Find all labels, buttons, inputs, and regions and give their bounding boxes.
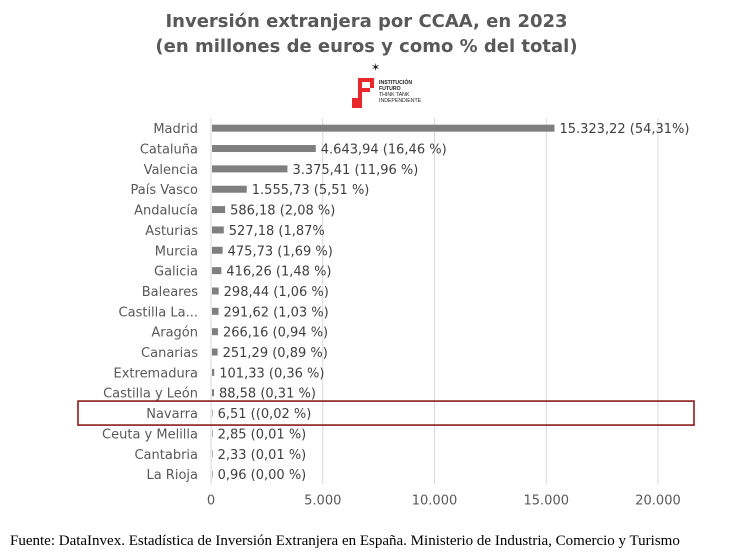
bar <box>212 307 219 315</box>
x-tick-label: 20.000 <box>635 493 681 508</box>
logo-line-2: FUTURO <box>379 86 401 92</box>
data-label: 6,51 ((0,02 %) <box>218 407 312 422</box>
category-label: Cantabria <box>134 448 198 463</box>
bar <box>212 246 223 254</box>
bar <box>212 287 219 295</box>
category-label: Canarias <box>141 346 198 361</box>
category-label: Baleares <box>142 285 199 300</box>
category-label: Valencia <box>144 163 198 178</box>
data-label: 88,58 (0,31 %) <box>219 387 316 402</box>
bar <box>212 368 215 376</box>
bar <box>212 226 224 234</box>
category-label: Galicia <box>154 265 198 280</box>
category-label: La Rioja <box>146 468 198 483</box>
source-note: Fuente: DataInvex. Estadística de Invers… <box>10 533 680 549</box>
bar <box>212 409 213 417</box>
bar <box>212 165 288 173</box>
bar <box>212 124 555 132</box>
data-label: 416,26 (1,48 %) <box>226 265 331 280</box>
data-label: 266,16 (0,94 %) <box>223 326 328 341</box>
logo-text: INSTITUCIÓN FUTURO THINK TANK INDEPENDIE… <box>379 80 421 104</box>
bar-chart: 0 5.000 10.000 15.000 20.000 Madrid 15.323,22 … <box>77 118 695 508</box>
x-tick-label: 0 <box>207 493 215 508</box>
category-label: Aragón <box>151 326 198 341</box>
logo-line-3: THINK TANK <box>379 92 410 98</box>
bar <box>212 185 247 193</box>
bar <box>212 450 213 458</box>
data-label: 101,33 (0,36 %) <box>219 366 324 381</box>
logo-line-4: INDEPENDIENTE <box>379 98 422 104</box>
data-label: 0,96 (0,00 %) <box>218 468 307 483</box>
x-tick-label: 15.000 <box>524 493 570 508</box>
x-tick-label: 10.000 <box>412 493 458 508</box>
bar <box>212 206 226 214</box>
category-label: Navarra <box>146 407 198 422</box>
logo-line-1: INSTITUCIÓN <box>379 80 413 86</box>
category-label: Castilla La... <box>119 305 198 320</box>
category-label: Castilla y León <box>103 387 198 402</box>
category-label: Murcia <box>155 244 198 259</box>
data-label: 527,18 (1,87% <box>229 224 325 239</box>
bar <box>212 145 316 153</box>
chart-title: Inversión extranjera por CCAA, en 2023 <box>165 11 568 32</box>
star-icon: ✶ <box>371 61 381 74</box>
data-label: 251,29 (0,89 %) <box>223 346 328 361</box>
bar <box>212 429 213 437</box>
bar <box>212 389 214 397</box>
highlight-box <box>77 400 695 426</box>
data-label: 298,44 (1,06 %) <box>224 285 329 300</box>
data-label: 475,73 (1,69 %) <box>228 244 333 259</box>
data-label: 15.323,22 (54,31%) <box>559 122 689 137</box>
data-label: 586,18 (2,08 %) <box>230 204 335 219</box>
category-label: Asturias <box>145 224 198 239</box>
bar <box>212 348 218 356</box>
data-label: 2,33 (0,01 %) <box>218 448 307 463</box>
x-tick-label: 5.000 <box>304 493 341 508</box>
category-label: País Vasco <box>131 183 199 198</box>
data-label: 3.375,41 (11,96 %) <box>292 163 418 178</box>
data-label: 4.643,94 (16,46 %) <box>321 143 447 158</box>
bar <box>212 267 222 275</box>
institucion-futuro-logo: ✶ INSTITUCIÓN FUTURO THINK TANK INDEPEND… <box>352 61 442 112</box>
data-label: 1.555,73 (5,51 %) <box>252 183 370 198</box>
bar <box>212 328 218 336</box>
logo-mark-icon <box>352 78 374 108</box>
category-label: Ceuta y Melilla <box>102 427 198 442</box>
category-label: Madrid <box>153 122 198 137</box>
data-label: 291,62 (1,03 %) <box>224 305 329 320</box>
bar <box>212 470 213 478</box>
data-label: 2,85 (0,01 %) <box>218 427 307 442</box>
category-label: Cataluña <box>140 143 198 158</box>
chart-subtitle: (en millones de euros y como % del total… <box>155 36 578 57</box>
category-label: Extremadura <box>114 366 199 381</box>
category-label: Andalucía <box>134 204 198 219</box>
